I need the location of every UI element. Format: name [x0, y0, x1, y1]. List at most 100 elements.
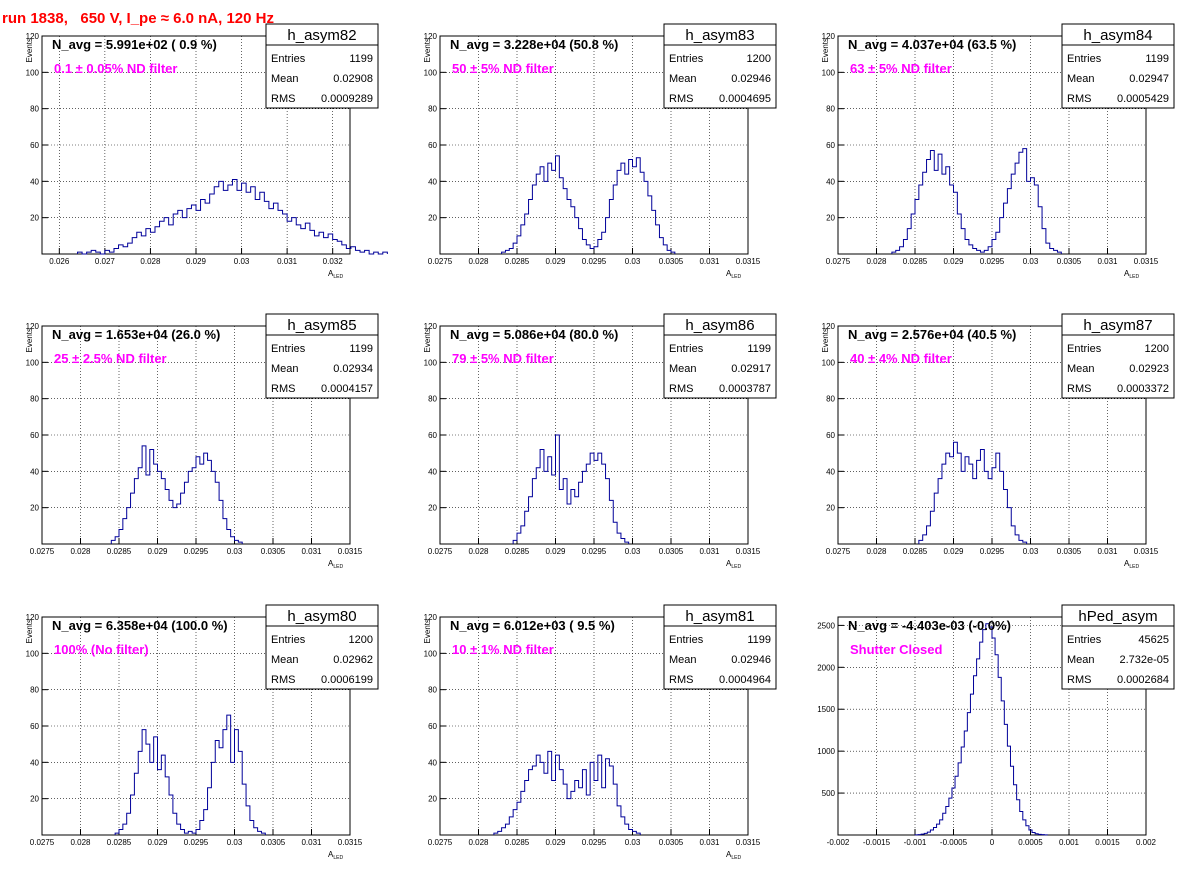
y-axis-label: Events: [423, 619, 432, 643]
x-tick-label: 0.0275: [428, 257, 453, 266]
n-avg-label: N_avg = 6.358e+04 (100.0 %): [52, 618, 228, 633]
x-tick-label: 0.028: [468, 547, 489, 556]
x-tick-label: 0.0285: [505, 257, 530, 266]
x-tick-label: 0.0285: [107, 838, 132, 847]
y-tick-label: 80: [428, 686, 437, 695]
histogram-panel-h_asym86: 20 40 60 80 100 120 0.0275 0.028 0.0285 0.029 0.02…: [423, 313, 777, 570]
stats-box: hPed_asym Entries 45625 Mean 2.732e-05 RMS 0.0…: [1061, 604, 1175, 690]
x-tick-label: 0.031: [699, 547, 720, 556]
y-tick-label: 100: [822, 358, 836, 367]
x-tick-label: 0.029: [147, 838, 168, 847]
histogram-panel-hPed_asym: 500 1000 1500 2000 2500 -0.002 -0.0015 -0.001 -0…: [817, 604, 1175, 847]
histogram-name: hPed_asym: [1078, 608, 1157, 625]
histogram-series-line: [891, 148, 1062, 254]
stats-label: Mean: [669, 73, 697, 85]
y-tick-label: 100: [424, 649, 438, 658]
y-tick-label: 20: [30, 795, 39, 804]
stats-label: Mean: [669, 654, 697, 666]
stats-box-frame: [265, 23, 379, 109]
x-tick-label: -0.0015: [863, 838, 891, 847]
y-tick-label: 20: [30, 214, 39, 223]
y-tick-label: 120: [26, 32, 40, 41]
histogram-series-line: [501, 155, 676, 254]
stats-box: h_asym87 Entries 1200 Mean 0.02923 RMS 0.00033…: [1061, 313, 1175, 399]
histogram-panel-h_asym84: 20 40 60 80 100 120 0.0275 0.028 0.0285 0.029 0.02…: [821, 23, 1175, 280]
y-tick-label: 80: [30, 105, 39, 114]
y-tick-label: 20: [30, 504, 39, 513]
y-axis-label: Events: [821, 328, 830, 352]
y-tick-label: 40: [30, 467, 39, 476]
histogram-panel-h_asym82: 20 40 60 80 100 120 0.026 0.027 0.028 0.029 0.03 0.…: [25, 23, 388, 280]
x-tick-label: -0.002: [827, 838, 850, 847]
x-tick-label: 0.0295: [184, 838, 209, 847]
x-tick-label: 0.0315: [736, 838, 761, 847]
stats-box-frame: [1061, 313, 1175, 399]
x-tick-label: 0.0275: [428, 547, 453, 556]
y-tick-label: 120: [26, 322, 40, 331]
histogram-series-line: [114, 714, 266, 835]
histogram-name: h_asym87: [1083, 317, 1152, 334]
histogram-series-line: [110, 445, 243, 544]
x-axis-label: ALED: [328, 850, 343, 861]
x-tick-label: 0.0275: [826, 547, 851, 556]
n-avg-label: N_avg = 1.653e+04 (26.0 %): [52, 327, 220, 342]
stats-box: h_asym86 Entries 1199 Mean 0.02917 RMS 0.00037…: [663, 313, 777, 399]
x-tick-label: 0.027: [95, 257, 116, 266]
x-tick-label: 0.028: [866, 547, 887, 556]
y-tick-label: 120: [26, 613, 40, 622]
stats-value: 0.0009289: [321, 93, 373, 105]
x-tick-label: 0.031: [301, 547, 322, 556]
y-tick-label: 80: [428, 395, 437, 404]
filter-label: 63 ± 5% ND filter: [850, 61, 952, 76]
n-avg-label: N_avg = 6.012e+03 ( 9.5 %): [450, 618, 615, 633]
stats-box: h_asym83 Entries 1200 Mean 0.02946 RMS 0.00046…: [663, 23, 777, 109]
y-tick-label: 2500: [817, 621, 835, 630]
y-tick-label: 120: [424, 613, 438, 622]
histogram-panel-h_asym85: 20 40 60 80 100 120 0.0275 0.028 0.0285 0.029 0.02…: [25, 313, 379, 570]
histogram-panel-h_asym80: 20 40 60 80 100 120 0.0275 0.028 0.0285 0.029 0.02…: [25, 604, 379, 861]
stats-label: Entries: [1067, 53, 1102, 65]
stats-label: Mean: [669, 363, 697, 375]
y-tick-label: 40: [826, 467, 835, 476]
histogram-series-line: [512, 434, 630, 544]
stats-value: 0.0003372: [1117, 383, 1169, 395]
y-tick-label: 20: [428, 795, 437, 804]
y-tick-label: 100: [424, 68, 438, 77]
x-tick-label: 0.031: [699, 257, 720, 266]
histogram-name: h_asym81: [685, 608, 754, 625]
stats-value: 0.0004695: [719, 93, 771, 105]
n-avg-label: N_avg = 4.037e+04 (63.5 %): [848, 37, 1016, 52]
x-tick-label: 0.0305: [659, 547, 684, 556]
histogram-panel-h_asym83: 20 40 60 80 100 120 0.0275 0.028 0.0285 0.029 0.02…: [423, 23, 777, 280]
stats-box: h_asym85 Entries 1199 Mean 0.02934 RMS 0.00041…: [265, 313, 379, 399]
y-tick-label: 40: [428, 177, 437, 186]
y-tick-label: 100: [26, 649, 40, 658]
stats-value: 1199: [747, 343, 771, 355]
stats-label: RMS: [271, 383, 295, 395]
x-tick-label: 0.028: [70, 547, 91, 556]
stats-box-frame: [265, 604, 379, 690]
stats-box-frame: [663, 604, 777, 690]
x-tick-label: 0.0315: [338, 838, 363, 847]
x-tick-label: 0.0295: [184, 547, 209, 556]
x-tick-label: 0.0305: [261, 547, 286, 556]
x-tick-label: 0.03: [227, 838, 243, 847]
x-tick-label: 0.0275: [30, 838, 55, 847]
histogram-panel-h_asym87: 20 40 60 80 100 120 0.0275 0.028 0.0285 0.029 0.02…: [821, 313, 1175, 570]
histogram-panel-h_asym81: 20 40 60 80 100 120 0.0275 0.028 0.0285 0.029 0.02…: [423, 604, 777, 861]
stats-box-frame: [1061, 23, 1175, 109]
histogram-name: h_asym83: [685, 27, 754, 44]
y-tick-label: 20: [826, 504, 835, 513]
n-avg-label: N_avg = 5.991e+02 ( 0.9 %): [52, 37, 217, 52]
stats-value: 0.0006199: [321, 674, 373, 686]
y-tick-label: 80: [826, 395, 835, 404]
stats-value: 1200: [349, 634, 373, 646]
x-tick-label: 0.032: [323, 257, 344, 266]
stats-value: 1199: [747, 634, 771, 646]
y-tick-label: 60: [428, 141, 437, 150]
filter-label: 25 ± 2.5% ND filter: [54, 351, 167, 366]
stats-value: 1200: [1145, 343, 1169, 355]
y-axis-label: Events: [25, 38, 34, 62]
x-tick-label: 0.029: [943, 547, 964, 556]
n-avg-label: N_avg = 5.086e+04 (80.0 %): [450, 327, 618, 342]
